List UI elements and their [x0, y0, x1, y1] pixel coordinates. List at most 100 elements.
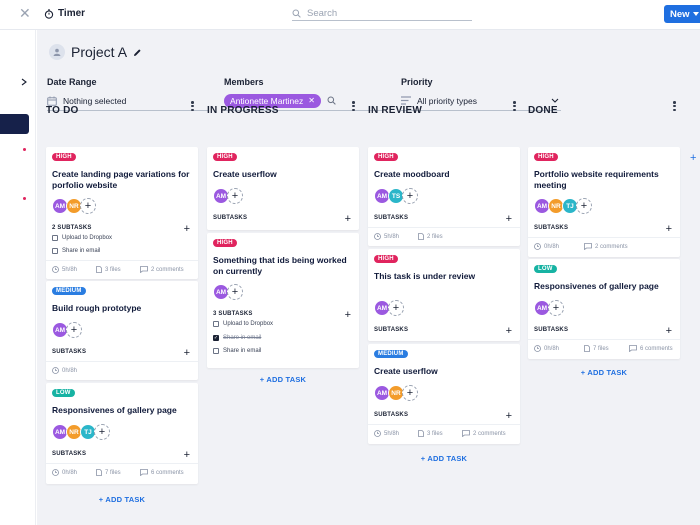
file-count[interactable]: 3 files — [418, 430, 462, 437]
task-card[interactable]: HIGH Something that ids being worked on … — [207, 233, 359, 368]
add-subtask-icon[interactable]: + — [505, 213, 512, 225]
avatar[interactable]: NR — [548, 198, 564, 214]
subtask-text: Share in email — [62, 248, 101, 254]
time-text: 5h/8h — [384, 430, 400, 437]
task-title: Build rough prototype — [52, 303, 142, 313]
more-icon[interactable] — [352, 101, 355, 111]
avatar[interactable]: NR — [388, 385, 404, 401]
subtask-item[interactable]: Upload to Dropbox — [213, 321, 273, 327]
add-task-button[interactable]: + ADD TASK — [259, 375, 307, 384]
comment-count[interactable]: 6 comments — [140, 469, 184, 476]
add-member-icon[interactable]: + — [548, 300, 564, 316]
checkbox[interactable] — [213, 348, 219, 354]
edit-icon[interactable] — [133, 48, 142, 57]
members-field[interactable]: Antionette Martinez ✕ — [224, 91, 383, 111]
task-title: Something that ids being worked on curre… — [213, 255, 347, 276]
avatar[interactable]: AM — [374, 188, 390, 204]
search-icon[interactable] — [327, 96, 336, 105]
subtask-item[interactable]: Upload to Dropbox — [52, 235, 112, 241]
time-estimate: 5h/8h — [374, 233, 418, 240]
divider — [368, 227, 520, 228]
add-member-icon[interactable]: + — [94, 424, 110, 440]
add-member-icon[interactable]: + — [66, 322, 82, 338]
subtask-item[interactable]: Share in email — [213, 348, 261, 354]
comment-count[interactable]: 2 comments — [462, 430, 506, 437]
subtasks-label: SUBTASKS — [213, 215, 248, 221]
add-subtask-icon[interactable]: + — [665, 325, 672, 337]
add-member-icon[interactable]: + — [388, 300, 404, 316]
comments-text: 6 comments — [640, 345, 673, 352]
task-card[interactable]: MEDIUM Build rough prototype AM + SUBTAS… — [46, 281, 198, 380]
more-icon[interactable] — [673, 101, 676, 111]
add-subtask-icon[interactable]: + — [505, 325, 512, 337]
comment-count[interactable]: 2 comments — [584, 243, 628, 250]
chevron-down-icon — [551, 98, 559, 103]
priority-tag: MEDIUM — [374, 350, 408, 358]
date-range-field[interactable]: Nothing selected — [47, 91, 208, 111]
file-count[interactable]: 7 files — [584, 345, 629, 352]
task-card[interactable]: HIGH Create landing page variations for … — [46, 147, 198, 279]
search-input[interactable]: Search — [292, 6, 472, 21]
member-chip[interactable]: Antionette Martinez ✕ — [224, 93, 321, 108]
add-member-icon[interactable]: + — [576, 198, 592, 214]
task-card[interactable]: HIGH Create moodboard AM TS + SUBTASKS +… — [368, 147, 520, 246]
add-member-icon[interactable]: + — [402, 385, 418, 401]
time-estimate: 0h/8h — [534, 243, 584, 250]
comment-count[interactable]: 6 comments — [629, 345, 673, 352]
add-subtask-icon[interactable]: + — [344, 309, 351, 321]
add-member-icon[interactable]: + — [80, 198, 96, 214]
add-column-icon[interactable]: + — [690, 152, 697, 164]
task-card[interactable]: LOW Responsivenes of gallery page AM NR … — [46, 383, 198, 484]
file-count[interactable]: 2 files — [418, 233, 443, 240]
checkbox[interactable] — [52, 235, 58, 241]
time-estimate: 0h/8h — [534, 345, 584, 352]
subtasks-label: SUBTASKS — [52, 451, 87, 457]
add-member-icon[interactable]: + — [402, 188, 418, 204]
task-card[interactable]: MEDIUM Create userflow AM NR + SUBTASKS … — [368, 344, 520, 444]
add-subtask-icon[interactable]: + — [183, 347, 190, 359]
priority-select[interactable]: All priority types — [401, 91, 561, 111]
add-task-button[interactable]: + ADD TASK — [580, 368, 628, 377]
file-count[interactable]: 3 files — [96, 266, 140, 273]
add-subtask-icon[interactable]: + — [183, 223, 190, 235]
task-title: Responsivenes of gallery page — [52, 405, 177, 415]
new-button[interactable]: New — [664, 5, 700, 23]
sidebar-item-active[interactable] — [0, 114, 29, 134]
task-title: Create landing page variations for porfo… — [52, 169, 190, 190]
chip-remove-icon[interactable]: ✕ — [308, 96, 315, 105]
add-task-button[interactable]: + ADD TASK — [420, 454, 468, 463]
add-member-icon[interactable]: + — [227, 284, 243, 300]
more-icon[interactable] — [191, 101, 194, 111]
add-subtask-icon[interactable]: + — [665, 223, 672, 235]
checkbox[interactable] — [213, 321, 219, 327]
add-subtask-icon[interactable]: + — [183, 449, 190, 461]
card-meta: 5h/8h 3 files 2 comments — [374, 430, 514, 437]
close-icon[interactable]: ✕ — [19, 5, 31, 21]
subtask-item[interactable]: Share in email — [52, 248, 100, 254]
date-range-filter: Date Range Nothing selected — [47, 77, 208, 111]
add-subtask-icon[interactable]: + — [344, 213, 351, 225]
files-text: 3 files — [427, 430, 443, 437]
chevron-right-icon[interactable] — [20, 78, 28, 86]
app-title: Timer — [58, 8, 86, 19]
priority-tag: HIGH — [374, 255, 398, 263]
more-icon[interactable] — [513, 101, 516, 111]
avatar[interactable]: AM — [374, 300, 390, 316]
task-card[interactable]: HIGH Create userflow AM + SUBTASKS + — [207, 147, 359, 230]
task-card[interactable]: HIGH This task is under review AM + SUBT… — [368, 249, 520, 341]
add-task-button[interactable]: + ADD TASK — [98, 495, 146, 504]
file-count[interactable]: 7 files — [96, 469, 140, 476]
checkbox-checked[interactable]: ✓ — [213, 335, 219, 341]
task-card[interactable]: HIGH Portfolio website requirements meet… — [528, 147, 680, 257]
notification-dot — [23, 148, 26, 151]
task-card[interactable]: LOW Responsivenes of gallery page AM + S… — [528, 259, 680, 359]
subtask-item[interactable]: ✓ Share in email — [213, 335, 261, 341]
new-button-label: New — [670, 8, 690, 20]
avatar[interactable]: TJ — [80, 424, 96, 440]
comment-count[interactable]: 2 comments — [140, 266, 184, 273]
add-subtask-icon[interactable]: + — [505, 410, 512, 422]
time-text: 0h/8h — [62, 469, 78, 476]
add-member-icon[interactable]: + — [227, 188, 243, 204]
checkbox[interactable] — [52, 248, 58, 254]
files-text: 7 files — [593, 345, 609, 352]
